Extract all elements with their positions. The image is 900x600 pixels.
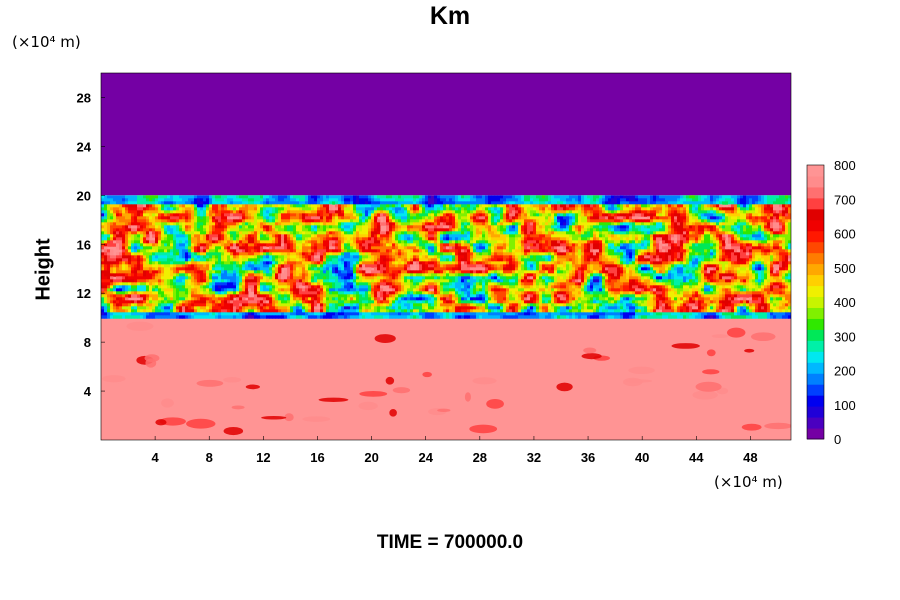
y-tick-label: 4 xyxy=(84,384,92,399)
colorbar-swatch xyxy=(807,208,824,221)
colorbar-swatch xyxy=(807,351,824,363)
colorbar-label: 200 xyxy=(834,364,856,379)
colorbar-swatch xyxy=(807,307,824,319)
x-tick-label: 44 xyxy=(689,450,704,465)
colorbar-swatch xyxy=(807,285,824,298)
region-upper-layer xyxy=(101,73,791,196)
y-axis-ticks: 4 8 12 16 20 24 28 xyxy=(77,90,105,399)
colorbar-swatch xyxy=(807,406,824,418)
y-tick-label: 28 xyxy=(77,90,91,105)
colorbar-swatch xyxy=(807,384,824,396)
plot-frame xyxy=(100,72,792,441)
colorbar-swatch xyxy=(807,373,824,385)
colorbar-swatch xyxy=(807,318,824,330)
colorbar-swatch xyxy=(807,340,824,352)
y-tick-label: 20 xyxy=(77,188,91,203)
colorbar-label: 700 xyxy=(834,192,856,207)
colorbar-label: 100 xyxy=(834,398,856,413)
colorbar-swatch xyxy=(807,274,824,287)
y-axis-unit: (×10⁴ m) xyxy=(12,33,81,51)
x-axis-ticks: 4 8 12 16 20 24 28 32 36 40 44 48 xyxy=(152,436,758,465)
colorbar-swatch xyxy=(807,395,824,407)
colorbar-swatch xyxy=(807,219,824,232)
x-tick-label: 28 xyxy=(473,450,487,465)
colorbar-label: 400 xyxy=(834,295,856,310)
colorbar-swatch xyxy=(807,362,824,374)
colorbar-swatch xyxy=(807,428,824,440)
y-tick-label: 16 xyxy=(77,237,91,252)
colorbar-swatch xyxy=(807,186,824,199)
x-tick-label: 4 xyxy=(152,450,160,465)
y-tick-label: 12 xyxy=(77,286,91,301)
x-tick-label: 24 xyxy=(418,450,433,465)
x-tick-label: 8 xyxy=(206,450,213,465)
colorbar-swatch xyxy=(807,197,824,210)
y-tick-label: 8 xyxy=(84,335,91,350)
x-tick-label: 16 xyxy=(310,450,324,465)
colorbar-label: 500 xyxy=(834,261,856,276)
region-lower-layer xyxy=(101,317,791,440)
chart-title: Km xyxy=(429,2,471,30)
x-tick-label: 40 xyxy=(635,450,649,465)
colorbar-label: 300 xyxy=(834,329,856,344)
colorbar-frame xyxy=(806,164,825,440)
x-tick-label: 48 xyxy=(743,450,757,465)
colorbar-swatch xyxy=(807,329,824,341)
colorbar-swatch xyxy=(807,417,824,429)
colorbar-swatch xyxy=(807,263,824,276)
colorbar-swatch xyxy=(807,165,824,177)
colorbar: 800 700 600 500 400 300 200 100 0 xyxy=(806,158,856,447)
colorbar-swatch xyxy=(807,252,824,265)
x-axis-unit: (×10⁴ m) xyxy=(714,473,783,491)
colorbar-label: 600 xyxy=(834,227,856,242)
colorbar-swatch xyxy=(807,296,824,308)
colorbar-label: 800 xyxy=(834,158,856,173)
colorbar-swatch xyxy=(807,241,824,254)
time-label: TIME = 700000.0 xyxy=(376,532,524,553)
colorbar-label: 0 xyxy=(834,432,841,447)
colorbar-swatch xyxy=(807,175,824,188)
turbulent-band-texture xyxy=(101,195,791,319)
x-tick-label: 36 xyxy=(581,450,595,465)
x-tick-label: 12 xyxy=(256,450,270,465)
lower-layer-blobs xyxy=(102,321,791,436)
plot-area xyxy=(101,73,791,440)
x-tick-label: 20 xyxy=(364,450,378,465)
y-tick-label: 24 xyxy=(77,139,92,154)
x-tick-label: 32 xyxy=(527,450,541,465)
colorbar-swatch xyxy=(807,230,824,243)
